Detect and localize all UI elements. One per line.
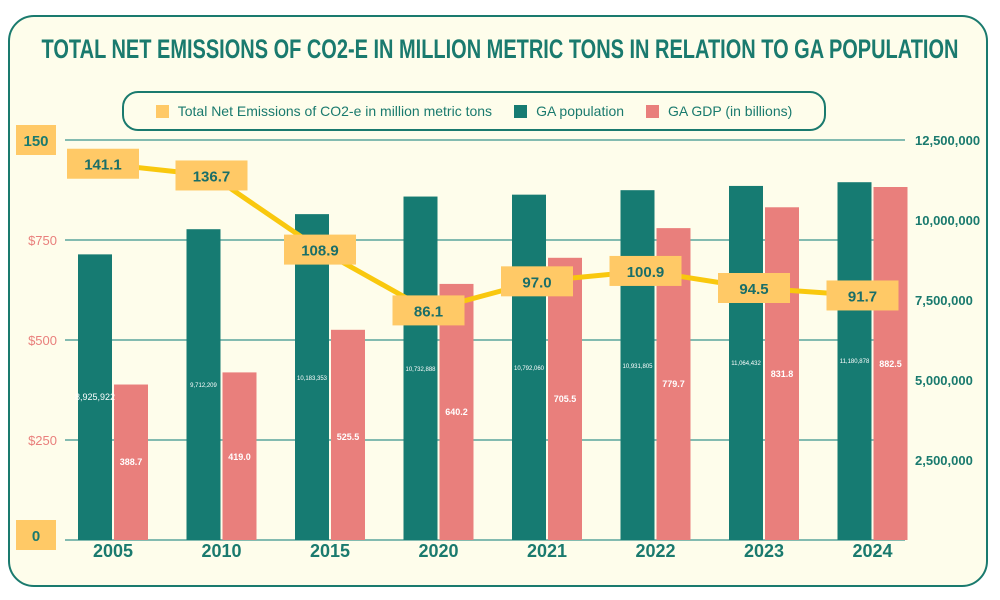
population-label: 10,931,805 bbox=[622, 364, 653, 370]
x-axis-tick: 2021 bbox=[527, 541, 567, 561]
emissions-label: 91.7 bbox=[848, 288, 877, 305]
population-label: 11,180,878 bbox=[840, 359, 870, 365]
legend: Total Net Emissions of CO2-e in million … bbox=[122, 91, 826, 131]
x-axis-tick: 2024 bbox=[852, 541, 892, 561]
legend-label: Total Net Emissions of CO2-e in million … bbox=[177, 103, 493, 119]
right-axis-tick: 12,500,000 bbox=[915, 133, 980, 148]
emissions-label: 100.9 bbox=[627, 264, 665, 281]
population-label: 11,064,432 bbox=[731, 361, 761, 367]
population-label: 10,183,353 bbox=[297, 376, 328, 382]
x-axis-tick: 2010 bbox=[201, 541, 241, 561]
gdp-label: 419.0 bbox=[228, 452, 251, 462]
gdp-bar bbox=[439, 283, 474, 540]
population-bar bbox=[512, 194, 546, 540]
gdp-label: 831.8 bbox=[771, 369, 794, 379]
gdp-bar bbox=[331, 329, 365, 540]
population-label: 10,732,888 bbox=[405, 367, 436, 373]
chart-title: Total Net Emissions of CO2-e in Million … bbox=[41, 34, 959, 64]
x-axis-tick: 2015 bbox=[310, 541, 350, 561]
gdp-bar bbox=[222, 372, 257, 540]
left-axis-tick-box bbox=[16, 520, 56, 550]
left-axis-tick-box bbox=[16, 125, 56, 155]
population-bar bbox=[186, 229, 221, 541]
emissions-label: 108.9 bbox=[301, 243, 339, 260]
legend-item-emissions: Total Net Emissions of CO2-e in million … bbox=[155, 103, 493, 119]
legend-label: GA population bbox=[536, 103, 625, 119]
right-axis-tick: 5,000,000 bbox=[915, 373, 973, 388]
x-axis-tick: 2023 bbox=[744, 541, 784, 561]
population-bar bbox=[837, 182, 872, 540]
population-label: 8,925,922 bbox=[75, 392, 115, 402]
population-bar bbox=[729, 185, 763, 540]
gdp-bar bbox=[873, 187, 908, 540]
gdp-bar bbox=[548, 257, 582, 540]
left-axis-tick: 0 bbox=[32, 528, 40, 545]
x-axis-tick: 2005 bbox=[93, 541, 133, 561]
emissions-label-box bbox=[501, 266, 573, 297]
gdp-label: 640.2 bbox=[445, 407, 468, 417]
gdp-bar bbox=[114, 384, 148, 540]
population-bar bbox=[620, 190, 655, 540]
gdp-bar bbox=[765, 207, 799, 540]
emissions-label: 141.1 bbox=[84, 157, 122, 174]
emissions-label: 94.5 bbox=[739, 281, 768, 298]
x-axis-tick: 2022 bbox=[635, 541, 675, 561]
x-axis-tick: 2020 bbox=[418, 541, 458, 561]
left-axis-tick: 150 bbox=[23, 133, 48, 150]
population-bar bbox=[403, 196, 438, 540]
right-axis-tick: 10,000,000 bbox=[915, 213, 980, 228]
left-axis-tick: $750 bbox=[28, 233, 57, 248]
legend-item-population: GA population bbox=[514, 103, 624, 119]
right-axis-tick: 7,500,000 bbox=[915, 293, 973, 308]
population-label: 10,792,060 bbox=[514, 366, 545, 372]
gdp-label: 525.5 bbox=[337, 432, 360, 442]
emissions-label-box bbox=[826, 280, 899, 311]
emissions-label: 86.1 bbox=[414, 303, 443, 320]
legend-item-gdp: GA GDP (in billions) bbox=[646, 103, 792, 119]
gdp-label: 882.5 bbox=[879, 359, 902, 369]
legend-swatch bbox=[646, 104, 660, 118]
gdp-label: 705.5 bbox=[554, 394, 577, 404]
legend-swatch bbox=[155, 104, 169, 118]
emissions-label-box bbox=[67, 148, 139, 179]
population-label: 9,712,209 bbox=[190, 383, 217, 389]
legend-swatch bbox=[514, 104, 528, 118]
emissions-label-box bbox=[609, 255, 682, 286]
emissions-label-box bbox=[718, 273, 790, 303]
emissions-label: 97.0 bbox=[522, 274, 551, 291]
emissions-label-box bbox=[175, 160, 248, 191]
legend-label: GA GDP (in billions) bbox=[668, 103, 793, 119]
emissions-label-box bbox=[392, 295, 465, 326]
gdp-label: 779.7 bbox=[662, 379, 685, 389]
left-axis-tick: $250 bbox=[28, 433, 57, 448]
emissions-label: 136.7 bbox=[193, 168, 231, 185]
population-bar bbox=[78, 254, 112, 541]
right-axis-tick: 2,500,000 bbox=[915, 453, 973, 468]
emissions-label-box bbox=[284, 234, 356, 265]
left-axis-tick: $500 bbox=[28, 333, 57, 348]
population-bar bbox=[295, 214, 329, 541]
gdp-label: 388.7 bbox=[120, 457, 143, 467]
